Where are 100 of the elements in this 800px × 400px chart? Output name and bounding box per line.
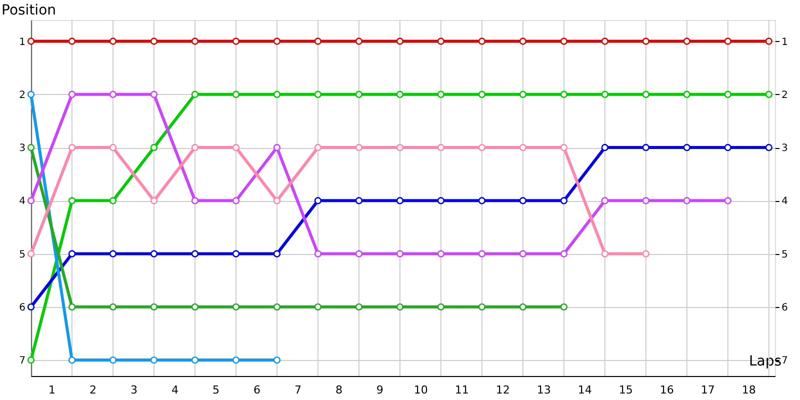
point (437, 38, 445, 45)
point (642, 144, 650, 152)
point (683, 144, 690, 152)
point (27, 38, 35, 45)
point (68, 144, 76, 152)
point (27, 90, 35, 98)
point (191, 356, 199, 364)
point (765, 38, 772, 45)
point (232, 144, 240, 152)
point (478, 38, 486, 45)
point (560, 90, 568, 98)
x-tick-label: 16 (660, 384, 674, 396)
point (355, 90, 363, 98)
point (601, 90, 608, 98)
point (724, 90, 732, 98)
point (396, 144, 404, 152)
point (150, 38, 158, 45)
x-tick-label: 4 (171, 384, 178, 396)
point (109, 144, 117, 152)
y2-tick-label: 3 (782, 143, 788, 154)
point (191, 303, 199, 311)
point (437, 144, 445, 152)
point (601, 144, 608, 152)
x-tick-label: 1 (48, 384, 56, 396)
point (68, 38, 76, 45)
point (232, 197, 240, 204)
point (478, 197, 486, 204)
point (232, 356, 240, 364)
point (601, 250, 608, 258)
point (601, 197, 608, 204)
point (191, 38, 199, 45)
point (68, 90, 76, 98)
point (273, 303, 281, 311)
point (68, 250, 76, 258)
point (519, 144, 527, 152)
x-tick-label: 17 (700, 384, 715, 396)
y-tick-label: 1 (19, 36, 26, 48)
point (314, 38, 322, 45)
x-tick-label: 14 (578, 384, 592, 396)
point (642, 38, 650, 45)
point (109, 303, 117, 311)
x-tick-label: 5 (212, 384, 220, 396)
point (724, 38, 732, 45)
point (355, 303, 363, 311)
point (683, 197, 690, 204)
y2-tick-label: 2 (782, 90, 788, 101)
y2-tick-label: 5 (782, 249, 788, 260)
point (519, 303, 527, 311)
point (109, 197, 117, 204)
x-tick-label: 12 (496, 384, 510, 396)
point (27, 197, 35, 204)
point (109, 90, 117, 98)
y-tick-label: 6 (19, 302, 26, 314)
point (683, 38, 690, 45)
point (109, 356, 117, 364)
point (232, 90, 240, 98)
point (437, 250, 445, 258)
point (478, 250, 486, 258)
x-tick-label: 8 (335, 384, 342, 396)
point (355, 38, 363, 45)
point (724, 144, 732, 152)
y-tick-label: 5 (19, 249, 26, 260)
point (150, 144, 158, 152)
point (27, 303, 35, 311)
point (314, 250, 322, 258)
point (150, 90, 158, 98)
y-tick-label: 2 (19, 90, 26, 101)
point (68, 356, 76, 364)
point (396, 197, 404, 204)
point (27, 144, 35, 152)
point (273, 90, 281, 98)
point (191, 144, 199, 152)
point (150, 303, 158, 311)
point (478, 90, 486, 98)
x-tick-label: 15 (618, 384, 633, 396)
point (355, 144, 363, 152)
point (232, 250, 240, 258)
x-tick-label: 18 (742, 384, 756, 396)
y-tick-label: 4 (19, 196, 26, 208)
point (437, 90, 445, 98)
point (273, 38, 281, 45)
point (355, 250, 363, 258)
point (765, 144, 772, 152)
point (519, 38, 527, 45)
point (683, 90, 690, 98)
y-axis-title: Position (2, 2, 56, 18)
point (314, 144, 322, 152)
point (232, 38, 240, 45)
y2-tick-label: 7 (782, 356, 788, 367)
x-tick-label: 13 (536, 384, 551, 396)
point (191, 250, 199, 258)
x-tick-label: 9 (376, 384, 384, 396)
point (642, 90, 650, 98)
point (396, 250, 404, 258)
point (560, 303, 568, 311)
point (601, 38, 608, 45)
x-tick-label: 6 (253, 384, 260, 396)
point (191, 90, 199, 98)
point (68, 303, 76, 311)
point (314, 90, 322, 98)
